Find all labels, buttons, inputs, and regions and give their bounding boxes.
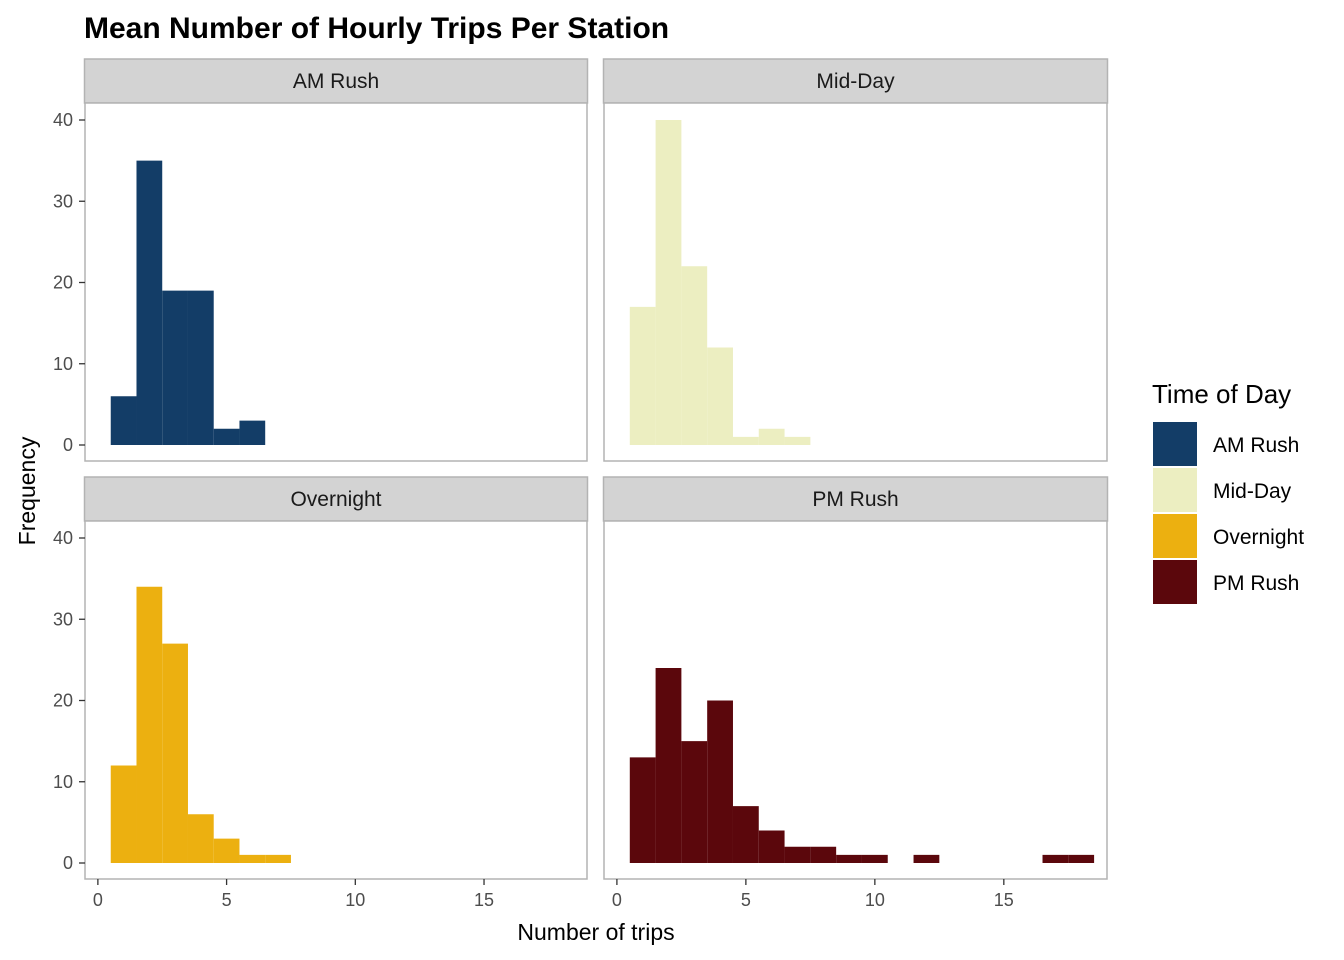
legend-label-am-rush: AM Rush bbox=[1213, 434, 1299, 457]
histogram-bar-pm-rush bbox=[629, 757, 656, 863]
legend-label-overnight: Overnight bbox=[1213, 526, 1304, 549]
legend: Time of Day AM Rush Mid-Day Overnight PM Ru… bbox=[1152, 379, 1304, 604]
histogram-bar-mid-day bbox=[655, 120, 682, 445]
histogram-bar-overnight bbox=[213, 838, 240, 863]
chart-title: Mean Number of Hourly Trips Per Station bbox=[84, 12, 669, 45]
facet-mid-day: Mid-Day bbox=[602, 58, 1109, 462]
y-tick-label: 30 bbox=[53, 191, 73, 211]
histogram-bar-pm-rush bbox=[913, 854, 940, 863]
y-tick-label: 20 bbox=[53, 273, 73, 293]
histogram-bar-pm-rush bbox=[1042, 854, 1069, 863]
histogram-bar-pm-rush bbox=[732, 806, 759, 863]
legend-label-pm-rush: PM Rush bbox=[1213, 572, 1299, 595]
legend-label-mid-day: Mid-Day bbox=[1213, 480, 1292, 503]
x-tick-label: 10 bbox=[865, 890, 885, 910]
histogram-bar-mid-day bbox=[681, 266, 708, 445]
histogram-bar-mid-day bbox=[784, 436, 811, 445]
y-tick-label: 20 bbox=[53, 691, 73, 711]
histogram-bar-pm-rush bbox=[758, 830, 785, 863]
panel-border-pm-rush bbox=[603, 520, 1108, 880]
x-tick-label: 10 bbox=[345, 890, 365, 910]
x-tick-label: 0 bbox=[612, 890, 622, 910]
x-tick-label: 15 bbox=[994, 890, 1014, 910]
histogram-bar-am-rush bbox=[110, 396, 137, 445]
histogram-bar-am-rush bbox=[136, 160, 163, 445]
histogram-bar-overnight bbox=[110, 765, 137, 863]
histogram-bar-am-rush bbox=[239, 420, 266, 445]
histogram-bar-pm-rush bbox=[810, 846, 837, 863]
legend-key-am-rush bbox=[1153, 422, 1197, 466]
histogram-bar-am-rush bbox=[187, 290, 214, 445]
histogram-bar-pm-rush bbox=[707, 700, 733, 863]
facet-strip-pm-rush bbox=[602, 476, 1109, 522]
legend-title: Time of Day bbox=[1152, 379, 1291, 409]
y-tick-label: 40 bbox=[53, 110, 73, 130]
histogram-bar-overnight bbox=[265, 854, 291, 863]
y-tick-label: 30 bbox=[53, 609, 73, 629]
facet-panels: AM Rush 0 10 20 30 40 Mid-Day Overnight 0 10 20 30 4… bbox=[53, 58, 1109, 910]
panel-border-mid-day bbox=[603, 102, 1108, 462]
histogram-bar-pm-rush bbox=[681, 741, 708, 863]
facet-strip-label-overnight: Overnight bbox=[290, 488, 381, 511]
histogram-bar-pm-rush bbox=[836, 854, 862, 863]
x-tick-label: 0 bbox=[93, 890, 103, 910]
y-axis-title: Frequency bbox=[14, 436, 40, 545]
facet-strip-label-mid-day: Mid-Day bbox=[816, 70, 895, 93]
facet-strip-label-am-rush: AM Rush bbox=[293, 70, 379, 93]
x-tick-label: 5 bbox=[741, 890, 751, 910]
histogram-bar-pm-rush bbox=[1068, 854, 1095, 863]
facet-strip-overnight bbox=[83, 476, 589, 522]
histogram-bar-mid-day bbox=[707, 347, 733, 445]
x-tick-label: 15 bbox=[474, 890, 494, 910]
histogram-bar-am-rush bbox=[213, 428, 240, 445]
y-tick-label: 10 bbox=[53, 772, 73, 792]
histogram-bar-overnight bbox=[187, 814, 214, 863]
histogram-bar-pm-rush bbox=[655, 668, 682, 863]
facet-strip-am-rush bbox=[83, 58, 589, 104]
histogram-bar-mid-day bbox=[629, 306, 656, 445]
legend-key-pm-rush bbox=[1153, 560, 1197, 604]
histogram-bar-mid-day bbox=[758, 428, 785, 445]
facet-am-rush: AM Rush 0 10 20 30 40 bbox=[53, 58, 589, 462]
histogram-bar-overnight bbox=[239, 854, 266, 863]
y-tick-label: 0 bbox=[63, 853, 73, 873]
legend-key-overnight bbox=[1153, 514, 1197, 558]
x-tick-label: 5 bbox=[222, 890, 232, 910]
x-axis-title: Number of trips bbox=[517, 919, 674, 945]
y-tick-label: 10 bbox=[53, 354, 73, 374]
facet-pm-rush: PM Rush 0 5 10 15 bbox=[602, 476, 1109, 910]
histogram-bar-pm-rush bbox=[784, 846, 811, 863]
histogram-bar-overnight bbox=[162, 643, 188, 863]
facet-strip-mid-day bbox=[602, 58, 1109, 104]
histogram-bar-overnight bbox=[136, 586, 163, 863]
legend-key-mid-day bbox=[1153, 468, 1197, 512]
histogram-bar-pm-rush bbox=[861, 854, 888, 863]
y-tick-label: 0 bbox=[63, 435, 73, 455]
y-tick-label: 40 bbox=[53, 528, 73, 548]
histogram-bar-am-rush bbox=[162, 290, 188, 445]
histogram-bar-mid-day bbox=[732, 436, 759, 445]
facet-overnight: Overnight 0 10 20 30 40 0 5 10 15 bbox=[53, 476, 589, 910]
facet-strip-label-pm-rush: PM Rush bbox=[812, 488, 898, 511]
